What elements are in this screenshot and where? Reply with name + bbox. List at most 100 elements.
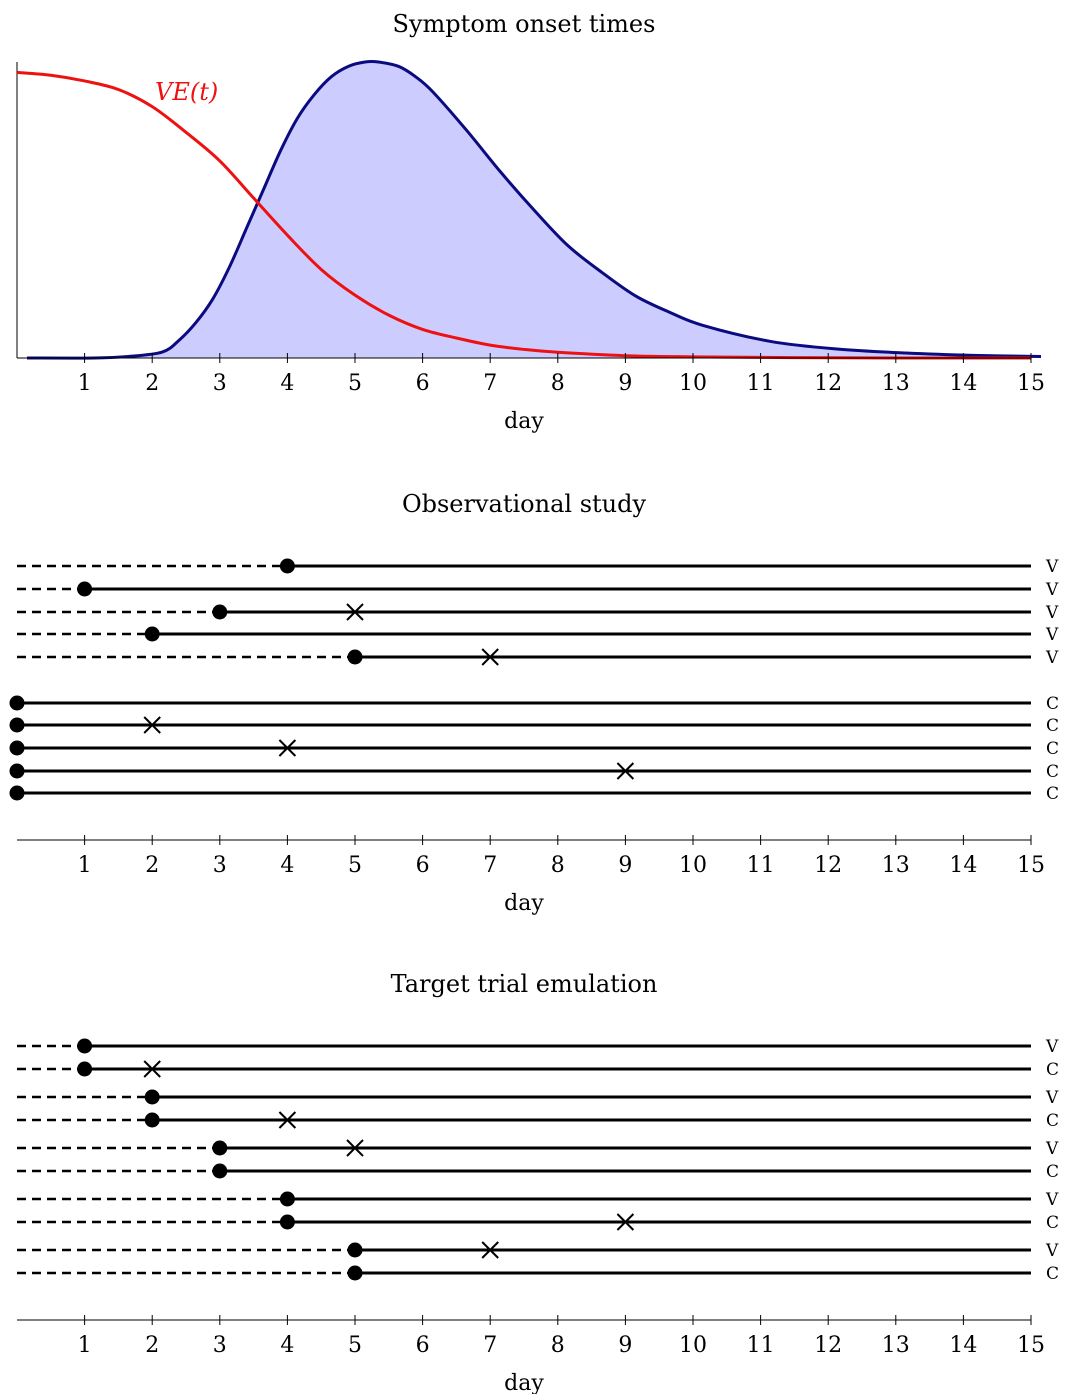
observational-row: V — [17, 625, 1059, 645]
target-trial-row: V — [17, 1088, 1059, 1108]
enrollment-dot — [212, 1140, 228, 1156]
target-trial-tick-label: 5 — [348, 1333, 362, 1358]
enrollment-dot — [9, 785, 25, 801]
symptom-onset-tick-label: 3 — [213, 371, 227, 396]
row-group-label: V — [1045, 1088, 1059, 1108]
enrollment-dot — [144, 626, 160, 642]
target-trial-tick-label: 9 — [618, 1333, 632, 1358]
observational-row: V — [17, 580, 1059, 600]
observational-tick-label: 8 — [551, 853, 565, 878]
symptom-onset-tick-label: 9 — [618, 371, 632, 396]
target-trial-row: C — [17, 1264, 1059, 1284]
target-trial-tick-label: 8 — [551, 1333, 565, 1358]
target-trial-row: V — [17, 1190, 1059, 1210]
observational-tick-label: 1 — [78, 853, 92, 878]
observational-tick-label: 2 — [145, 853, 159, 878]
enrollment-dot — [279, 558, 295, 574]
symptom-onset-tick-label: 12 — [814, 371, 842, 396]
target-trial-tick-label: 15 — [1017, 1333, 1045, 1358]
x-axis-label-target-trial: day — [504, 1371, 544, 1394]
target-trial-row: V — [17, 1241, 1059, 1261]
event-cross-marker — [481, 648, 499, 666]
target-trial-tick-label: 3 — [213, 1333, 227, 1358]
target-trial-tick-label: 2 — [145, 1333, 159, 1358]
enrollment-dot — [347, 1242, 363, 1258]
event-cross-marker — [346, 1139, 364, 1157]
enrollment-dot — [212, 604, 228, 620]
enrollment-dot — [9, 763, 25, 779]
enrollment-dot — [144, 1112, 160, 1128]
event-cross-marker — [616, 762, 635, 780]
target-trial-row: C — [17, 1213, 1059, 1233]
observational-row: C — [9, 762, 1059, 782]
observational-tick-label: 5 — [348, 853, 362, 878]
observational-tick-label: 7 — [483, 853, 497, 878]
enrollment-dot — [77, 1038, 93, 1054]
symptom-onset-tick-label: 2 — [145, 371, 159, 396]
symptom-onset-tick-label: 6 — [416, 371, 430, 396]
target-trial-tick-label: 12 — [814, 1333, 842, 1358]
target-trial-row: C — [17, 1111, 1059, 1131]
target-trial-tick-label: 1 — [78, 1333, 92, 1358]
target-trial-tick-label: 11 — [747, 1333, 775, 1358]
event-cross-marker — [346, 603, 364, 621]
observational-tick-label: 10 — [679, 853, 707, 878]
row-group-label: C — [1046, 1213, 1059, 1233]
target-trial-row: V — [17, 1139, 1059, 1159]
observational-row: C — [9, 716, 1059, 736]
event-cross-marker — [481, 1241, 499, 1259]
event-cross-marker — [278, 739, 297, 757]
symptom-onset-tick-label: 14 — [949, 371, 977, 396]
enrollment-dot — [9, 740, 25, 756]
observational-row: C — [9, 694, 1059, 714]
observational-row: V — [17, 557, 1059, 577]
row-group-label: V — [1045, 580, 1059, 600]
observational-tick-label: 4 — [280, 853, 294, 878]
panel-title-target-trial: Target trial emulation — [391, 970, 658, 998]
enrollment-dot — [77, 1061, 93, 1077]
target-trial-row: C — [17, 1162, 1059, 1182]
enrollment-dot — [144, 1089, 160, 1105]
row-group-label: C — [1046, 739, 1059, 759]
row-group-label: V — [1045, 603, 1059, 623]
observational-tick-label: 3 — [213, 853, 227, 878]
observational-tick-label: 14 — [949, 853, 977, 878]
row-group-label: V — [1045, 1241, 1059, 1261]
target-trial-row: V — [17, 1037, 1059, 1057]
row-group-label: C — [1046, 762, 1059, 782]
ve-curve-label: VE(t) — [155, 78, 218, 106]
symptom-onset-tick-label: 7 — [483, 371, 497, 396]
row-group-label: C — [1046, 1111, 1059, 1131]
row-group-label: C — [1046, 694, 1059, 714]
row-group-label: V — [1045, 1037, 1059, 1057]
row-group-label: V — [1045, 557, 1059, 577]
observational-tick-label: 9 — [618, 853, 632, 878]
target-trial-tick-label: 14 — [949, 1333, 977, 1358]
symptom-onset-tick-label: 15 — [1017, 371, 1045, 396]
observational-tick-label: 13 — [882, 853, 910, 878]
observational-row: C — [9, 739, 1059, 759]
event-cross-marker — [143, 1060, 161, 1078]
enrollment-dot — [347, 649, 363, 665]
symptom-onset-tick-label: 1 — [78, 371, 92, 396]
enrollment-dot — [212, 1163, 228, 1179]
target-trial-tick-label: 10 — [679, 1333, 707, 1358]
panel-title-symptom-onset: Symptom onset times — [393, 10, 656, 38]
event-cross-marker — [143, 716, 161, 734]
row-group-label: C — [1046, 1162, 1059, 1182]
symptom-onset-tick-label: 4 — [280, 371, 294, 396]
symptom-onset-tick-label: 10 — [679, 371, 707, 396]
observational-tick-label: 12 — [814, 853, 842, 878]
onset-density-area — [27, 61, 1041, 359]
row-group-label: V — [1045, 648, 1059, 668]
row-group-label: C — [1046, 716, 1059, 736]
enrollment-dot — [347, 1265, 363, 1281]
target-trial-row: C — [17, 1060, 1059, 1080]
enrollment-dot — [279, 1191, 295, 1207]
target-trial-tick-label: 6 — [416, 1333, 430, 1358]
onset-density-curve — [26, 59, 1042, 360]
observational-row: V — [17, 603, 1059, 623]
